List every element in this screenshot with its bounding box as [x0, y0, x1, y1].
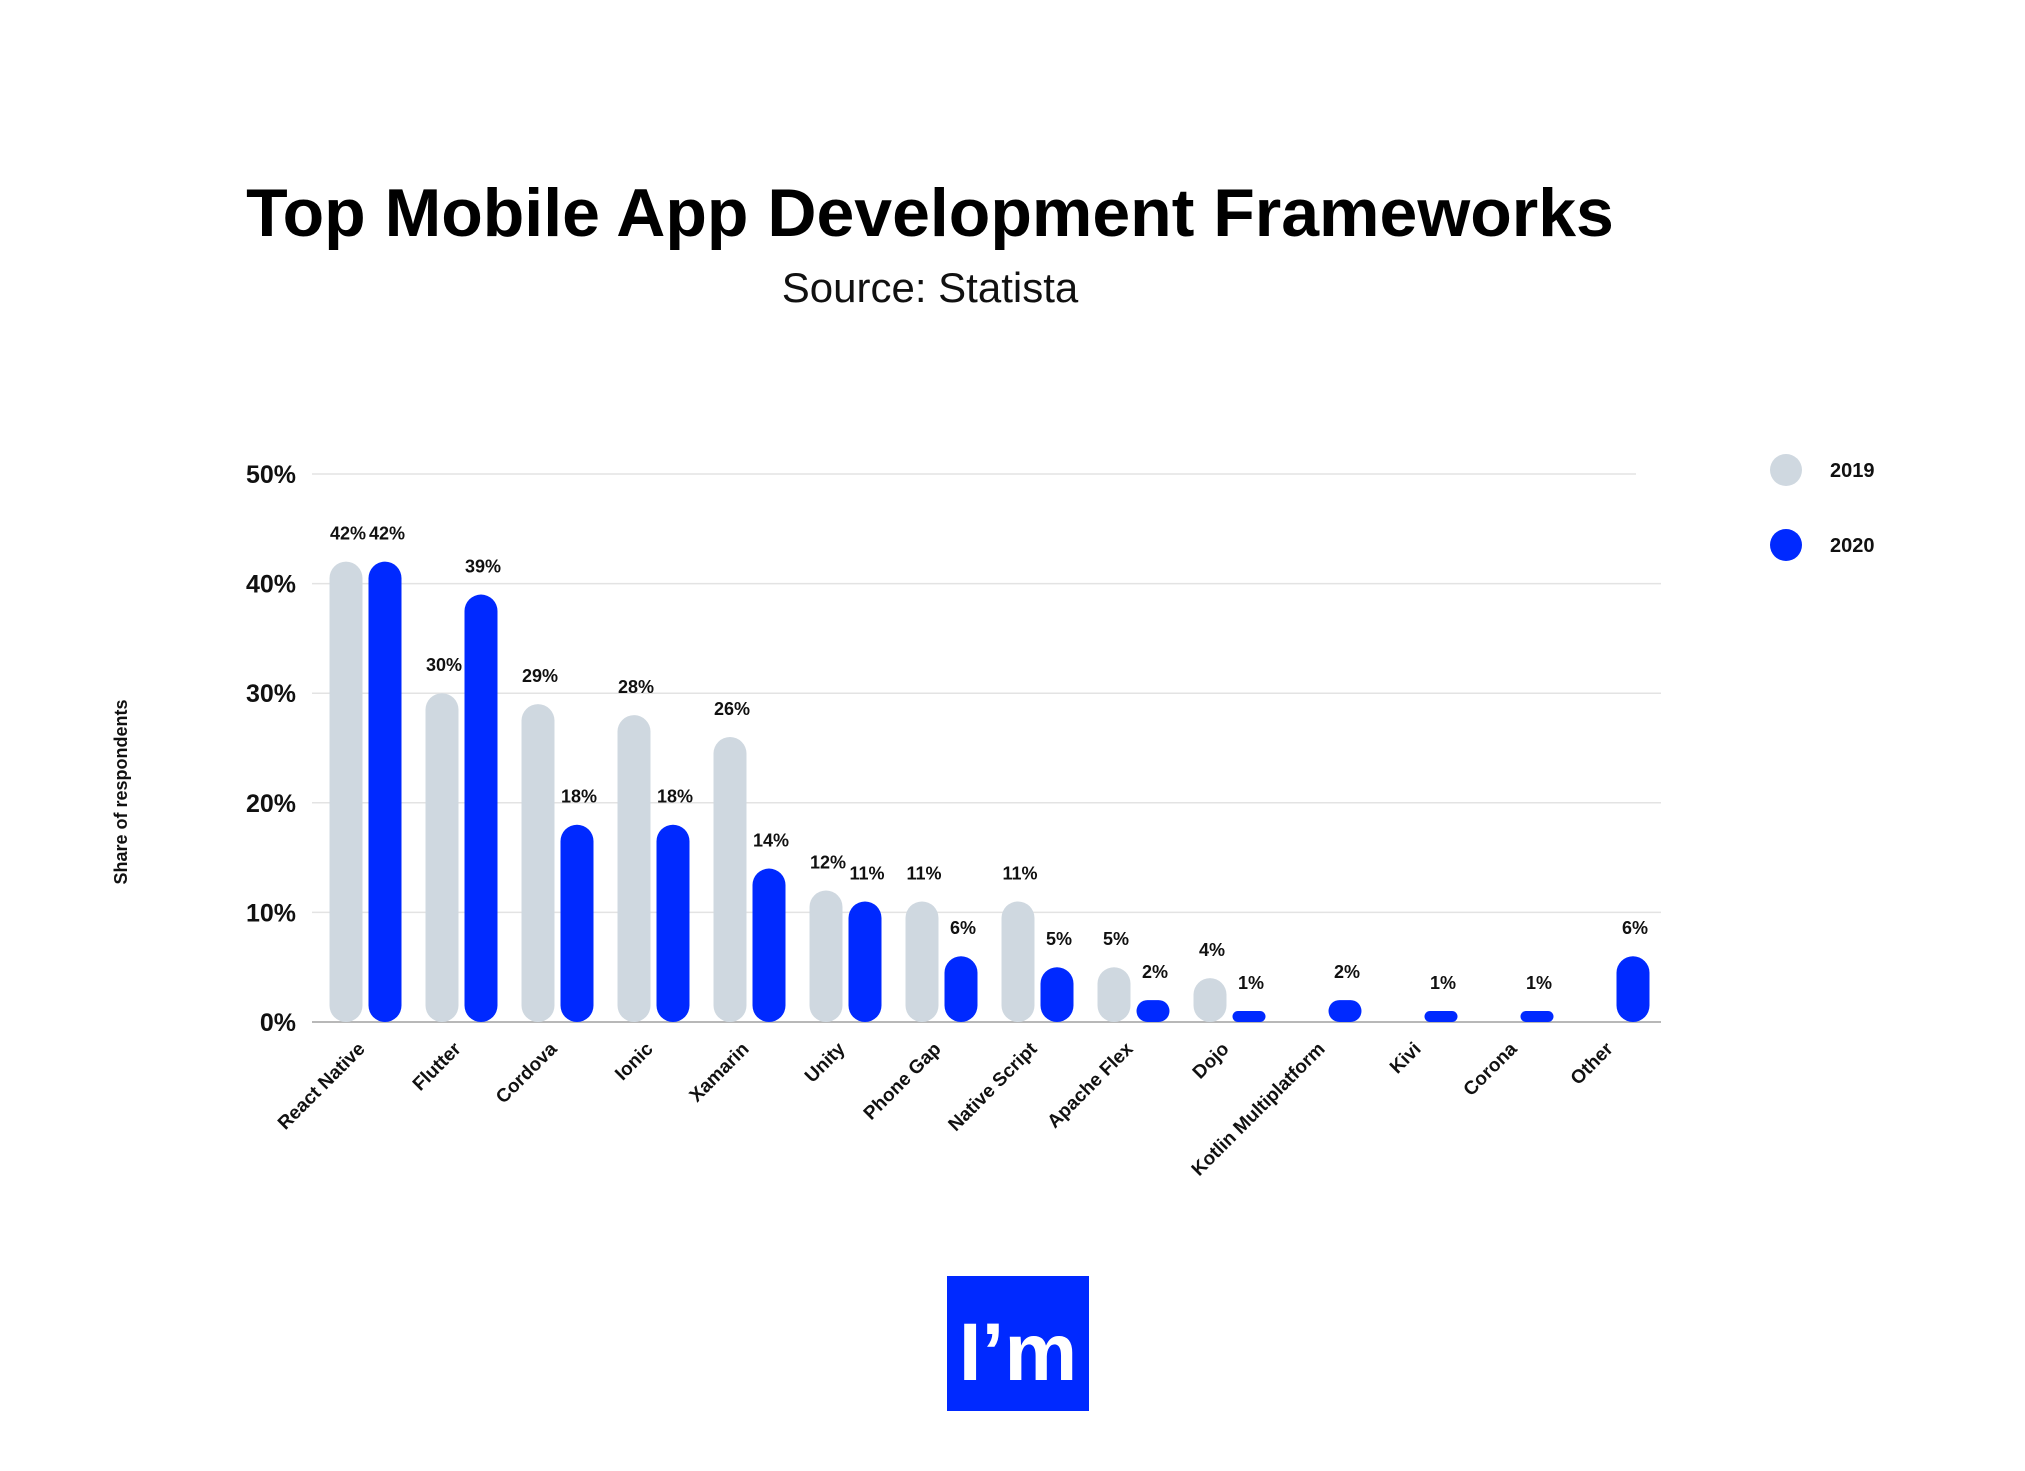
- y-tick-label: 50%: [246, 461, 296, 489]
- bar-group: 6% Other: [1567, 918, 1650, 1089]
- data-label: 11%: [906, 863, 941, 883]
- data-label: 26%: [714, 699, 750, 719]
- x-tick-label: Apache Flex: [1044, 1038, 1138, 1132]
- bar-2020: [1232, 1011, 1266, 1022]
- x-tick-label: Native Script: [945, 1038, 1042, 1135]
- bar-2020: [464, 594, 498, 1022]
- bar-2020: [656, 824, 690, 1022]
- x-tick-label: Phone Gap: [860, 1039, 946, 1125]
- data-label: 1%: [1238, 973, 1264, 993]
- data-label: 14%: [753, 831, 789, 851]
- legend-item: 2019: [1770, 454, 1875, 486]
- bar-2019: [1097, 967, 1131, 1022]
- data-label: 6%: [950, 918, 976, 938]
- data-label: 39%: [465, 557, 501, 577]
- data-label: 4%: [1199, 940, 1225, 960]
- chart-subtitle: Source: Statista: [782, 264, 1079, 311]
- bar-2020: [1328, 1000, 1362, 1022]
- bar-group: 5% 2% Apache Flex: [1044, 929, 1170, 1133]
- x-tick-label: Unity: [801, 1038, 850, 1087]
- bar-2020: [944, 956, 978, 1022]
- legend-item: 2020: [1770, 529, 1875, 561]
- gridlines: 0% 10% 20% 30% 40% 50%: [246, 461, 1661, 1037]
- data-label: 18%: [561, 787, 597, 807]
- data-label: 6%: [1622, 918, 1648, 938]
- x-tick-label: Cordova: [492, 1038, 562, 1108]
- bar-2019: [713, 737, 747, 1022]
- x-tick-label: Xamarin: [686, 1039, 754, 1107]
- chart-title: Top Mobile App Development Frameworks: [246, 175, 1614, 251]
- x-tick-label: React Native: [274, 1039, 370, 1135]
- y-axis-label: Share of respondents: [111, 699, 131, 884]
- bar-2020: [1040, 967, 1074, 1022]
- bar-2020: [848, 901, 882, 1022]
- bar-2020: [1424, 1011, 1458, 1022]
- bar-2019: [329, 561, 363, 1022]
- y-tick-label: 10%: [246, 899, 296, 927]
- bar-2019: [905, 901, 939, 1022]
- bar-2019: [521, 704, 555, 1022]
- x-tick-label: Other: [1567, 1038, 1618, 1089]
- bar-group: 4% 1% Dojo: [1189, 940, 1266, 1083]
- bar-group: 42% 42% React Native: [274, 524, 405, 1135]
- data-label: 11%: [1002, 863, 1037, 883]
- data-label: 11%: [849, 863, 884, 883]
- data-label: 18%: [657, 787, 693, 807]
- y-tick-label: 20%: [246, 790, 296, 818]
- bars: 42% 42% React Native 30% 39% Flutter 29% 18% Cor…: [274, 524, 1650, 1180]
- x-tick-label: Dojo: [1189, 1039, 1234, 1084]
- y-tick-label: 30%: [246, 680, 296, 708]
- legend-label: 2019: [1830, 460, 1875, 482]
- bar-2020: [1136, 1000, 1170, 1022]
- bar-2019: [809, 890, 843, 1022]
- data-label: 2%: [1334, 962, 1360, 982]
- data-label: 2%: [1142, 962, 1168, 982]
- data-label: 1%: [1430, 973, 1456, 993]
- bar-group: 1% Kivi: [1386, 973, 1458, 1078]
- bar-2019: [425, 693, 459, 1022]
- bar-2019: [617, 715, 651, 1022]
- data-label: 1%: [1526, 973, 1552, 993]
- legend-swatch: [1770, 529, 1802, 561]
- bar-2020: [752, 868, 786, 1022]
- x-tick-label: Ionic: [611, 1038, 658, 1085]
- bar-2019: [1193, 978, 1227, 1022]
- x-tick-label: Corona: [1460, 1038, 1522, 1100]
- x-tick-label: Flutter: [409, 1038, 466, 1095]
- data-label: 12%: [810, 852, 846, 872]
- bar-group: 28% 18% Ionic: [611, 677, 693, 1085]
- logo-background: [947, 1276, 1089, 1411]
- x-tick-label: Kivi: [1386, 1039, 1425, 1078]
- logo-text: I’m: [959, 1307, 1077, 1398]
- data-label: 28%: [618, 677, 654, 697]
- bar-group: 30% 39% Flutter: [409, 557, 501, 1096]
- legend-label: 2020: [1830, 535, 1875, 557]
- y-tick-label: 40%: [246, 571, 296, 599]
- data-label: 30%: [426, 655, 462, 675]
- data-label: 42%: [369, 524, 405, 544]
- bar-group: 29% 18% Cordova: [492, 666, 597, 1108]
- data-label: 5%: [1103, 929, 1129, 949]
- bar-2019: [1001, 901, 1035, 1022]
- legend-swatch: [1770, 454, 1802, 486]
- bar-2020: [368, 561, 402, 1022]
- logo: I’m: [947, 1276, 1089, 1411]
- bar-2020: [1616, 956, 1650, 1022]
- bar-group: 26% 14% Xamarin: [686, 699, 789, 1107]
- bar-group: 12%11% Unity: [801, 852, 884, 1087]
- bar-2020: [1520, 1011, 1554, 1022]
- data-label: 42%: [330, 524, 366, 544]
- bar-2020: [560, 824, 594, 1022]
- y-tick-label: 0%: [260, 1009, 296, 1037]
- legend: 2019 2020: [1770, 454, 1875, 561]
- bar-group: 1% Corona: [1460, 973, 1554, 1101]
- data-label: 29%: [522, 666, 558, 686]
- data-label: 5%: [1046, 929, 1072, 949]
